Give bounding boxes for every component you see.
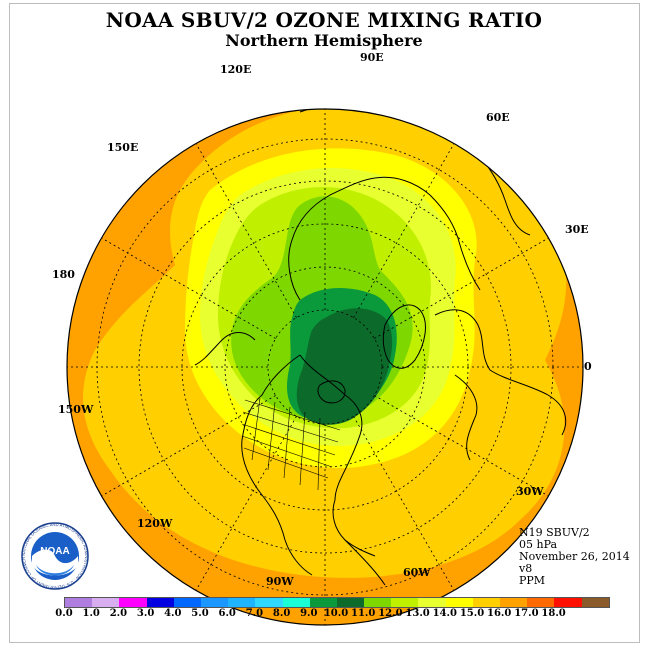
- color-scale-swatch: [146, 598, 174, 607]
- color-scale-swatch: [472, 598, 500, 607]
- lon-label-90w: 90W: [266, 575, 294, 588]
- lon-label-180: 180: [52, 268, 75, 281]
- color-scale-swatch: [527, 598, 555, 607]
- map-title: NOAA SBUV/2 OZONE MIXING RATIO: [105, 8, 543, 32]
- color-scale-swatch: [119, 598, 147, 607]
- color-scale-bar: [64, 597, 610, 608]
- color-scale-tick-label: 3.0: [136, 608, 155, 619]
- meridian-line: [195, 416, 297, 591]
- color-scale-swatch: [255, 598, 283, 607]
- lon-label-30w: 30W: [516, 485, 544, 498]
- longitude-labels: 90E 60E 30E 0 30W 60W 90W 120W 150W 180 …: [52, 51, 592, 588]
- color-scale-tick-label: 5.0: [191, 608, 209, 619]
- color-scale-swatch: [364, 598, 392, 607]
- lon-label-120w: 120W: [137, 517, 173, 530]
- color-scale-swatch: [500, 598, 528, 607]
- meridian-line: [353, 416, 455, 591]
- lon-label-120e: 120E: [220, 63, 251, 76]
- date-label: November 26, 2014: [519, 550, 630, 563]
- color-scale-tick-label: 14.0: [432, 608, 457, 619]
- globe-outline: [66, 108, 584, 626]
- lon-label-30e: 30E: [565, 223, 589, 236]
- meridian-line: [374, 237, 549, 339]
- color-scale-tick-label: 16.0: [487, 608, 512, 619]
- color-scale-swatch: [65, 598, 93, 607]
- pressure-label: 05 hPa: [519, 538, 558, 551]
- color-scale-tick-label: 9.0: [300, 608, 318, 619]
- color-scale-tick-label: 11.0: [351, 608, 376, 619]
- color-scale-swatch: [336, 598, 365, 607]
- color-scale-swatch: [445, 598, 473, 607]
- color-scale-tick-label: 2.0: [109, 608, 128, 619]
- color-scale-swatch: [92, 598, 120, 607]
- figure-frame: [9, 3, 640, 643]
- band-9-darkest-green: [296, 308, 393, 425]
- color-scale-tick-label: 6.0: [218, 608, 236, 619]
- meridian-line: [353, 143, 455, 318]
- color-scale-tick-label: 18.0: [541, 608, 566, 619]
- color-scale-tick-label: 13.0: [405, 608, 430, 619]
- units-label: PPM: [519, 574, 546, 587]
- meridian-line: [374, 395, 549, 497]
- color-scale-swatch: [282, 598, 310, 607]
- noaa-logo: NOAA NATIONAL OCEANIC AND ATMOSPHERIC AD…: [18, 521, 89, 590]
- color-scale-tick-label: 4.0: [164, 608, 182, 619]
- color-scale-tick-label: 12.0: [378, 608, 403, 619]
- meridian-line: [195, 143, 297, 318]
- color-scale-swatch: [200, 598, 229, 607]
- lon-label-150w: 150W: [58, 403, 94, 416]
- lon-label-90e: 90E: [360, 51, 384, 64]
- color-scale-swatch: [309, 598, 337, 607]
- instrument-label: N19 SBUV/2: [519, 526, 590, 539]
- product-info: N19 SBUV/2 05 hPa November 26, 2014 v8 P…: [519, 527, 630, 587]
- color-scale-swatch: [554, 598, 582, 607]
- lon-label-60e: 60E: [486, 111, 510, 124]
- logo-text: NOAA: [40, 546, 69, 557]
- color-scale-swatch: [391, 598, 419, 607]
- color-scale-swatch: [173, 598, 201, 607]
- version-label: v8: [519, 562, 533, 575]
- lon-label-60w: 60W: [403, 566, 431, 579]
- color-scale-swatch: [418, 598, 446, 607]
- color-scale-swatch: [228, 598, 256, 607]
- meridian-line: [101, 237, 276, 339]
- color-scale-tick-label: 0.0: [55, 608, 73, 619]
- meridian-line: [101, 395, 276, 497]
- us-states: [241, 397, 341, 491]
- color-scale-tick-label: 8.0: [272, 608, 291, 619]
- meridian-lines: [67, 109, 583, 625]
- color-scale-tick-label: 17.0: [514, 608, 539, 619]
- lon-label-150e: 150E: [107, 141, 138, 154]
- lon-label-0: 0: [584, 360, 592, 373]
- color-scale-tick-label: 1.0: [82, 608, 100, 619]
- color-scale-tick-label: 15.0: [459, 608, 485, 619]
- color-scale-swatch: [581, 598, 609, 607]
- color-scale-tick-label: 7.0: [245, 608, 264, 619]
- color-scale-tick-label: 10.0: [323, 608, 349, 619]
- color-scale-ticks: 0.0 1.0 2.0 3.0 4.0 5.0 6.0 7.0 8.0 9.0 10.0 11.0 12…: [55, 608, 584, 622]
- map-subtitle: Northern Hemisphere: [225, 31, 423, 50]
